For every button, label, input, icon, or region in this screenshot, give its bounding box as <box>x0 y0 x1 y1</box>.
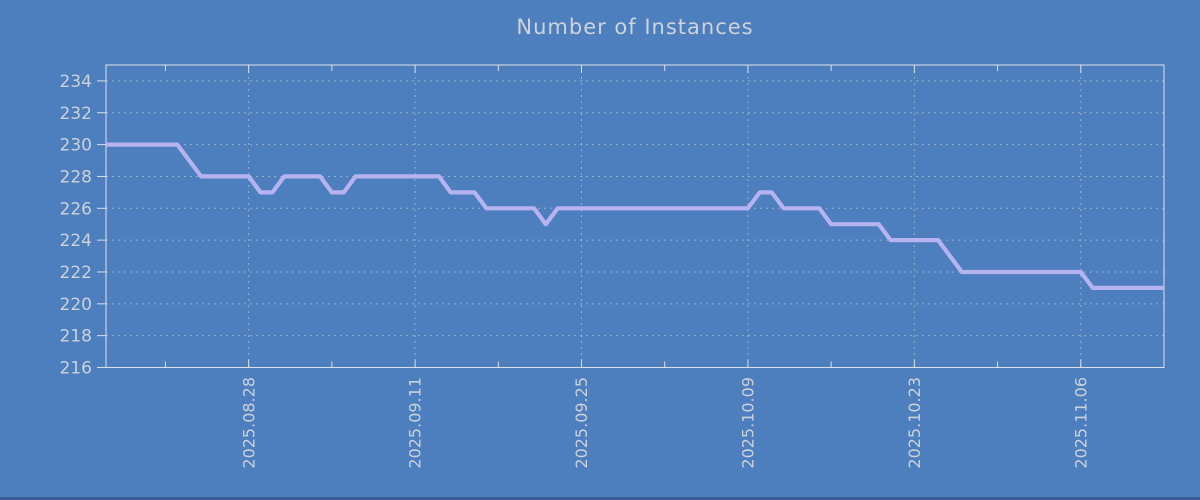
x-tick-label: 2025.10.23 <box>905 377 924 469</box>
y-tick-label: 224 <box>60 231 92 251</box>
plot-border <box>105 64 1165 368</box>
y-tick-label: 226 <box>60 199 92 219</box>
x-tick-label: 2025.09.11 <box>406 377 425 469</box>
y-tick-label: 218 <box>60 327 92 347</box>
x-tick-label: 2025.09.25 <box>572 377 591 469</box>
x-tick-label: 2025.11.06 <box>1071 377 1090 469</box>
y-tick-label: 230 <box>60 136 92 156</box>
y-tick-label: 228 <box>60 167 92 187</box>
axis-ticks <box>97 65 1165 368</box>
x-tick-label: 2025.10.09 <box>739 377 758 469</box>
grid-lines <box>106 65 1164 368</box>
x-axis-labels: 2025.08.28 2025.09.11 2025.09.25 2025.10.09… <box>239 377 1090 469</box>
chart-title: Number of Instances <box>516 15 754 39</box>
x-tick-label: 2025.08.28 <box>239 377 258 469</box>
series-line-instances <box>106 142 1164 290</box>
window-bottom-edge <box>0 497 1200 500</box>
y-axis-labels: 216 218 220 222 224 226 228 230 232 234 <box>60 72 92 379</box>
y-tick-label: 220 <box>60 295 92 315</box>
y-tick-label: 234 <box>60 72 92 92</box>
y-tick-label: 232 <box>60 104 92 124</box>
y-tick-label: 216 <box>60 359 92 379</box>
y-tick-label: 222 <box>60 263 92 283</box>
